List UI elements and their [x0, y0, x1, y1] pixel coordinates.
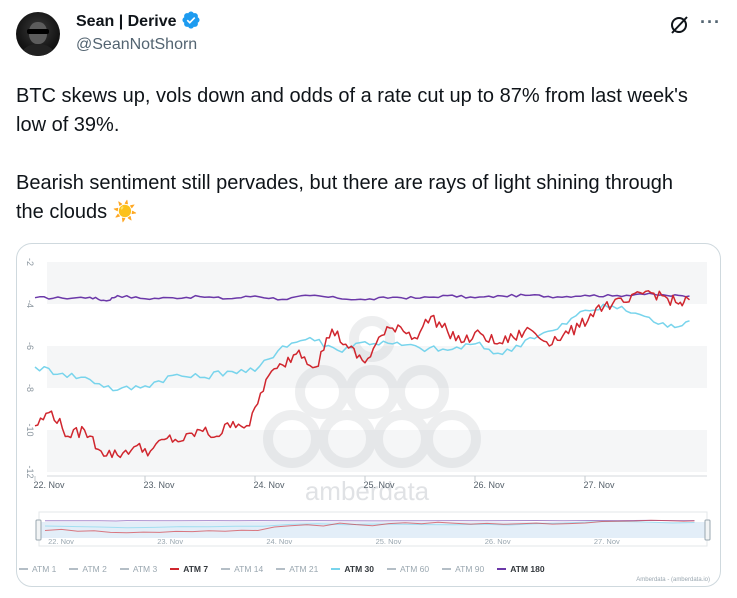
legend-label: ATM 90 — [455, 564, 485, 574]
series-line-atm-180[interactable] — [34, 292, 690, 302]
legend-item-atm-14[interactable]: ATM 14 — [221, 564, 263, 574]
more-options-icon[interactable]: ··· — [700, 12, 721, 32]
navigator-tick-label: 23. Nov — [157, 537, 183, 546]
navigator-handle-left — [35, 519, 42, 541]
navigator-tick-label: 25. Nov — [376, 537, 402, 546]
navigator-line — [44, 519, 695, 522]
legend-item-atm-30[interactable]: ATM 30 — [331, 564, 374, 574]
navigator-tick-label: 24. Nov — [266, 537, 292, 546]
legend-label: ATM 3 — [132, 564, 158, 574]
watermark-text: amberdata — [305, 476, 430, 506]
legend-swatch — [221, 568, 231, 570]
y-tick-label: -2 — [25, 258, 35, 266]
navigator-selection — [39, 522, 707, 538]
legend-item-atm-3[interactable]: ATM 3 — [119, 564, 158, 574]
navigator-tick-label: 26. Nov — [485, 537, 511, 546]
navigator-handle-right — [704, 519, 711, 541]
x-tick-label: 24. Nov — [253, 480, 285, 490]
x-tick-label: 26. Nov — [473, 480, 505, 490]
legend-item-atm-90[interactable]: ATM 90 — [442, 564, 484, 574]
range-navigator[interactable]: 22. Nov 23. Nov 24. Nov 25. Nov 26. Nov 27. N… — [35, 511, 711, 547]
tweet-text: BTC skews up, vols down and odds of a ra… — [16, 82, 706, 227]
tweet-paragraph-2: Bearish sentiment still pervades, but th… — [16, 169, 706, 227]
legend-label: ATM 14 — [234, 564, 264, 574]
chart-legend: ATM 1 ATM 2 ATM 3 ATM 7 ATM 14 ATM 21 ATM 30 AT… — [17, 560, 720, 578]
legend-item-atm-60[interactable]: ATM 60 — [386, 564, 430, 574]
x-tick-label: 23. Nov — [143, 480, 175, 490]
legend-swatch — [69, 568, 79, 570]
amberdata-watermark-logo — [263, 316, 481, 468]
x-axis-ticks: 22. Nov 23. Nov 24. Nov 25. Nov 26. Nov 27. N… — [33, 475, 707, 490]
tweet-media-chart[interactable]: amberdata -2 -4 -6 -8 -10 -12 22. Nov 23. Nov 2… — [16, 243, 721, 587]
plot-bands — [47, 262, 707, 472]
y-tick-label: -12 — [25, 465, 35, 478]
plot-band — [47, 304, 707, 346]
avatar[interactable] — [16, 12, 60, 56]
plot-band — [47, 430, 707, 472]
sun-emoji: ☀️ — [112, 201, 138, 223]
legend-swatch — [386, 568, 396, 570]
grok-icon[interactable] — [668, 14, 690, 41]
display-name[interactable]: Sean | Derive — [76, 13, 177, 30]
legend-label: ATM 1 — [32, 564, 57, 574]
plot-band — [47, 262, 707, 304]
plot-band — [47, 388, 707, 430]
legend-swatch — [276, 568, 286, 570]
series-line-atm-30[interactable] — [34, 303, 690, 392]
x-tick-label: 27. Nov — [583, 480, 615, 490]
legend-item-atm-1[interactable]: ATM 1 — [19, 564, 56, 574]
y-tick-label: -8 — [25, 384, 35, 392]
chart-credit: Amberdata - (amberdata.io) — [636, 577, 710, 583]
legend-item-atm-180[interactable]: ATM 180 — [497, 564, 545, 574]
legend-swatch — [19, 568, 28, 570]
author-handle[interactable]: @SeanNotShorn — [76, 36, 198, 53]
y-tick-label: -4 — [25, 300, 35, 308]
legend-item-atm-21[interactable]: ATM 21 — [276, 564, 318, 574]
tweet-paragraph-1: BTC skews up, vols down and odds of a ra… — [16, 85, 688, 136]
legend-label: ATM 2 — [82, 564, 107, 574]
navigator-tick-label: 22. Nov — [48, 537, 74, 546]
chart: amberdata -2-4-6-8-10-12 22. Nov 23. Nov 2… — [25, 258, 711, 547]
legend-item-atm-2[interactable]: ATM 2 — [69, 564, 107, 574]
x-tick-label: 25. Nov — [363, 480, 395, 490]
legend-swatch — [497, 568, 507, 570]
legend-swatch — [331, 568, 341, 570]
navigator-tick-label: 27. Nov — [594, 537, 620, 546]
legend-label: ATM 7 — [183, 564, 209, 574]
legend-swatch — [170, 568, 180, 570]
navigator-line — [44, 520, 695, 529]
verified-badge-icon — [181, 10, 201, 35]
legend-swatch — [119, 568, 129, 570]
legend-label: ATM 21 — [289, 564, 319, 574]
legend-item-atm-7[interactable]: ATM 7 — [170, 564, 208, 574]
legend-label: ATM 30 — [344, 564, 374, 574]
author-name-row[interactable]: Sean | Derive — [76, 10, 201, 35]
y-tick-label: -6 — [25, 342, 35, 350]
x-tick-label: 22. Nov — [33, 480, 65, 490]
navigator-line — [44, 519, 695, 534]
legend-label: ATM 180 — [510, 564, 545, 574]
legend-swatch — [442, 568, 452, 570]
tweet-paragraph-2-text: Bearish sentiment still pervades, but th… — [16, 172, 674, 223]
y-tick-label: -10 — [25, 423, 35, 436]
legend-label: ATM 60 — [399, 564, 430, 574]
y-axis-ticks: -2 -4 -6 -8 -10 -12 — [25, 258, 35, 479]
chart-lines — [34, 290, 690, 459]
series-line-atm-7[interactable] — [34, 290, 690, 459]
